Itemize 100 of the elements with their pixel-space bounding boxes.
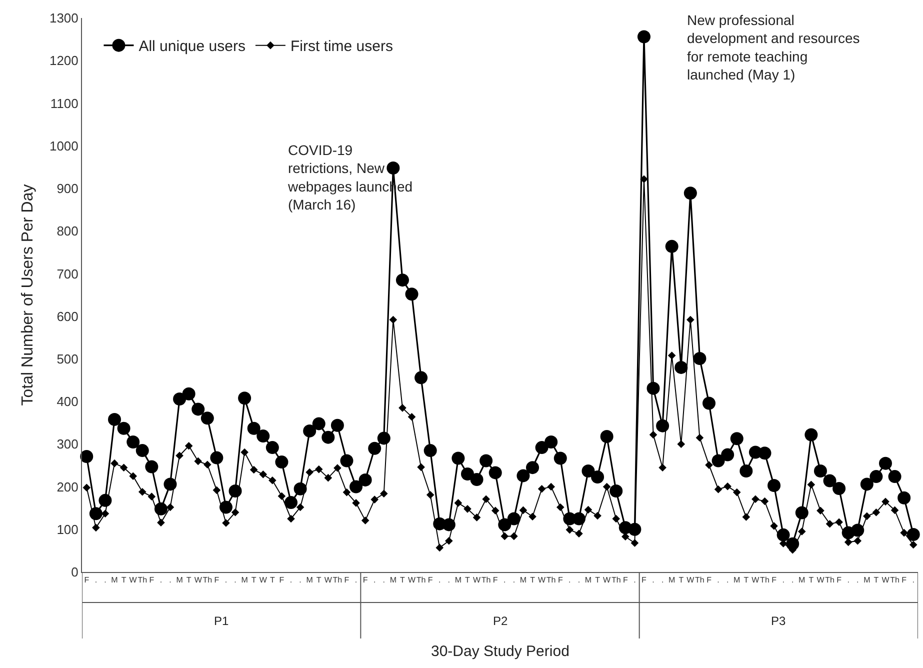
annotation: New professional development and resources for remote teaching launched (May 1) bbox=[687, 12, 860, 83]
x-tick-label: F bbox=[706, 576, 712, 585]
x-tick-label: W bbox=[816, 576, 825, 585]
x-tick-label: . bbox=[726, 576, 729, 585]
x-tick-label: W bbox=[259, 576, 268, 585]
x-tick-label: . bbox=[382, 576, 386, 585]
legend-label: First time users bbox=[290, 38, 393, 56]
x-tick-label: W bbox=[603, 576, 612, 585]
x-tick-label: T bbox=[744, 576, 749, 585]
x-tick-label: Th bbox=[416, 576, 426, 585]
y-tick-label: 1300 bbox=[49, 10, 78, 26]
x-tick-label: . bbox=[169, 576, 172, 585]
x-tick-label: T bbox=[251, 576, 256, 585]
x-tick-label: . bbox=[224, 576, 228, 585]
x-tick-label: M bbox=[798, 576, 806, 585]
x-tick-label: M bbox=[306, 576, 314, 585]
x-tick-label: . bbox=[912, 576, 914, 585]
x-tick-label: M bbox=[111, 576, 118, 585]
y-tick-label: 200 bbox=[56, 479, 78, 494]
x-tick-label: . bbox=[160, 576, 162, 585]
x-tick-label: T bbox=[186, 576, 192, 585]
x-tick-label: . bbox=[568, 576, 571, 585]
x-tick-label: Th bbox=[202, 576, 212, 585]
x-tick-label: M bbox=[241, 576, 248, 585]
x-tick-label: T bbox=[465, 576, 470, 585]
x-tick-label: F bbox=[428, 576, 433, 585]
x-tick-label: M bbox=[864, 576, 871, 585]
x-tick-label: . bbox=[94, 576, 98, 585]
x-tick-label: . bbox=[512, 576, 516, 585]
x-tick-label: . bbox=[661, 576, 664, 585]
x-tick-label: M bbox=[454, 576, 462, 585]
x-tick-label: . bbox=[791, 576, 794, 585]
x-tick-label: M bbox=[390, 576, 397, 585]
x-tick-label: M bbox=[176, 576, 184, 585]
y-tick-label: 700 bbox=[56, 266, 78, 282]
x-tick-label: . bbox=[354, 576, 358, 585]
x-tick-label: T bbox=[270, 576, 275, 585]
x-tick-label: . bbox=[578, 576, 580, 585]
x-tick-label: T bbox=[874, 576, 879, 585]
x-tick-label: F bbox=[558, 576, 563, 585]
y-tick-label: 400 bbox=[56, 394, 78, 410]
x-tick-label: M bbox=[734, 576, 741, 585]
x-tick-label: F bbox=[214, 576, 220, 585]
x-tick-label: F bbox=[84, 576, 90, 585]
text: P3 bbox=[771, 614, 786, 628]
x-tick-label: . bbox=[104, 576, 106, 585]
x-tick-label: W bbox=[882, 576, 890, 585]
y-tick-label: 800 bbox=[56, 224, 78, 239]
x-tick-label: . bbox=[290, 576, 292, 585]
x-tick-label: T bbox=[400, 576, 406, 585]
text: P2 bbox=[493, 614, 508, 628]
x-tick-label: Th bbox=[890, 576, 900, 585]
x-tick-label: F bbox=[149, 576, 154, 585]
x-tick-label: F bbox=[362, 576, 368, 585]
x-tick-label: F bbox=[344, 576, 350, 585]
x-tick-label: W bbox=[408, 576, 416, 585]
x-tick-label: F bbox=[492, 576, 498, 585]
y-axis-title: Total Number of Users Per Day bbox=[19, 184, 36, 406]
x-tick-label: M bbox=[584, 576, 592, 585]
x-tick-label: W bbox=[473, 576, 481, 585]
y-tick-label: 1200 bbox=[49, 53, 78, 68]
x-tick-label: . bbox=[373, 576, 376, 585]
x-tick-label: . bbox=[299, 576, 302, 585]
x-tick-label: . bbox=[448, 576, 450, 585]
y-tick-label: 0 bbox=[71, 564, 78, 580]
y-tick-label: 500 bbox=[56, 351, 78, 366]
x-tick-label: T bbox=[595, 576, 600, 585]
x-axis-title: 30-Day Study Period bbox=[431, 643, 570, 660]
x-tick-label: . bbox=[782, 576, 784, 585]
x-tick-label: M bbox=[520, 576, 527, 585]
x-tick-label: F bbox=[902, 576, 907, 585]
y-tick-label: 300 bbox=[56, 436, 78, 452]
x-tick-label: W bbox=[686, 576, 695, 585]
x-tick-label: T bbox=[808, 576, 814, 585]
x-tick-label: W bbox=[324, 576, 332, 585]
x-tick-label: W bbox=[129, 576, 138, 585]
x-tick-label: Th bbox=[546, 576, 556, 585]
x-tick-label: W bbox=[538, 576, 546, 585]
x-tick-label: . bbox=[634, 576, 636, 585]
x-tick-label: . bbox=[438, 576, 441, 585]
x-tick-label: Th bbox=[760, 576, 770, 585]
x-tick-label: T bbox=[678, 576, 684, 585]
x-tick-label: Th bbox=[332, 576, 342, 585]
x-tick-label: . bbox=[856, 576, 859, 585]
x-tick-label: Th bbox=[611, 576, 621, 585]
x-tick-label: M bbox=[668, 576, 676, 585]
y-tick-label: 1100 bbox=[50, 96, 78, 111]
x-tick-label: . bbox=[717, 576, 720, 585]
x-tick-label: Th bbox=[481, 576, 491, 585]
x-tick-label: . bbox=[652, 576, 654, 585]
x-tick-label: T bbox=[316, 576, 322, 585]
x-tick-label: F bbox=[642, 576, 647, 585]
x-tick-label: F bbox=[622, 576, 628, 585]
x-tick-label: F bbox=[772, 576, 777, 585]
x-tick-label: T bbox=[530, 576, 536, 585]
x-tick-label: . bbox=[504, 576, 506, 585]
x-tick-label: F bbox=[836, 576, 842, 585]
text: P1 bbox=[214, 614, 230, 628]
x-tick-label: Th bbox=[825, 576, 834, 585]
legend-label: All unique users bbox=[138, 38, 246, 56]
